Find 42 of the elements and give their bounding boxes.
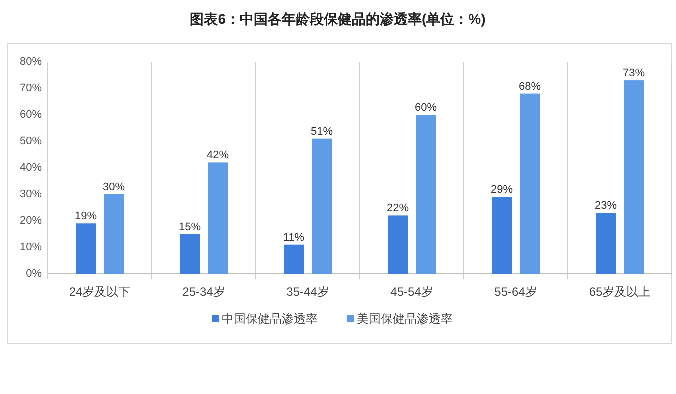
data-label: 68% xyxy=(518,80,542,93)
y-tick-label: 20% xyxy=(20,215,42,227)
x-tick-label: 45-54岁 xyxy=(390,285,434,299)
y-tick-label: 70% xyxy=(20,82,42,94)
bar xyxy=(104,194,124,274)
bar xyxy=(76,224,96,274)
bar xyxy=(416,115,436,274)
bar xyxy=(284,244,304,274)
x-tick-label: 24岁及以下 xyxy=(69,285,131,299)
data-label: 60% xyxy=(414,102,438,114)
data-label: 23% xyxy=(594,200,618,212)
bar xyxy=(624,80,644,274)
y-tick-label: 10% xyxy=(20,242,42,254)
bar xyxy=(312,138,332,274)
data-label: 29% xyxy=(490,184,514,196)
data-label: 15% xyxy=(178,221,202,234)
x-tick-label: 55-64岁 xyxy=(494,285,538,299)
bar xyxy=(180,234,200,274)
y-tick-label: 30% xyxy=(20,188,42,200)
data-label: 42% xyxy=(206,150,230,162)
x-tick-label: 65岁及以上 xyxy=(589,285,651,299)
bar xyxy=(492,197,512,274)
data-label: 73% xyxy=(622,68,646,80)
data-label: 30% xyxy=(102,182,126,194)
data-label: 19% xyxy=(74,210,98,223)
legend-label: 中国保健品渗透率 xyxy=(222,312,318,326)
bar xyxy=(208,162,228,274)
data-label: 22% xyxy=(386,202,410,215)
y-tick-label: 60% xyxy=(20,109,42,121)
legend-label: 美国保健品渗透率 xyxy=(357,312,453,326)
bar xyxy=(596,213,616,274)
y-tick-label: 80% xyxy=(20,56,42,68)
y-tick-label: 40% xyxy=(20,162,42,174)
chart-title: 图表6：中国各年龄段保健品的渗透率(单位：%) xyxy=(190,11,486,27)
x-tick-label: 25-34岁 xyxy=(182,285,226,299)
y-tick-label: 50% xyxy=(20,136,42,148)
x-tick-label: 35-44岁 xyxy=(286,285,330,299)
bar xyxy=(388,216,408,274)
y-tick-label: 0% xyxy=(26,268,42,280)
data-label: 51% xyxy=(310,126,334,138)
bar xyxy=(520,94,540,274)
data-label: 11% xyxy=(283,232,305,244)
